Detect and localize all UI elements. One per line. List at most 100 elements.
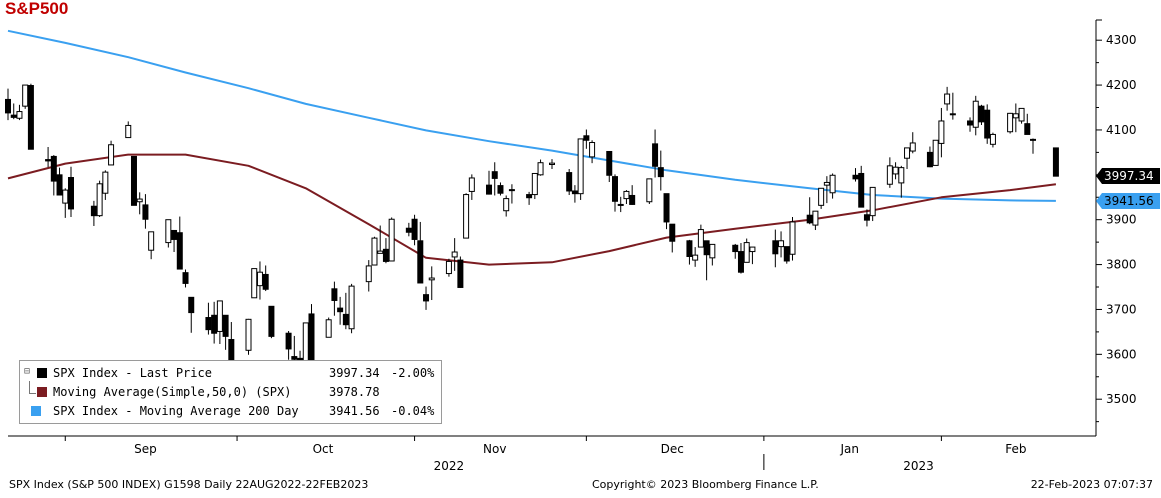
candle-body <box>932 139 939 166</box>
candle-body <box>130 155 137 206</box>
y-tick-label: 4300 <box>1106 33 1137 47</box>
candle-body <box>1018 107 1025 122</box>
candle-body <box>171 229 178 240</box>
candle <box>669 223 676 253</box>
footer-left: SPX Index (S&P 500 INDEX) G1598 Daily 22… <box>9 478 369 491</box>
legend: ⊟ SPX Index - Last Price 3997.34 -2.00% … <box>19 360 442 424</box>
candle <box>526 191 533 205</box>
candle-body <box>772 240 779 255</box>
candle <box>892 162 899 180</box>
candle-body <box>382 248 389 262</box>
candle-body <box>417 240 424 284</box>
candle <box>589 140 596 164</box>
candle <box>984 104 991 144</box>
candle <box>371 236 378 266</box>
candle-body <box>669 223 676 242</box>
candle-body <box>1052 147 1059 177</box>
candle <box>778 231 785 258</box>
y-tick-label: 3600 <box>1106 347 1137 361</box>
candle-body <box>697 229 704 248</box>
candle <box>806 197 813 225</box>
candle <box>337 296 344 325</box>
candle-body <box>972 100 979 128</box>
candle <box>1018 107 1025 124</box>
candle <box>898 165 905 198</box>
candle <box>142 194 149 229</box>
y-tick-label: 4100 <box>1106 123 1137 137</box>
candle-body <box>1030 138 1037 141</box>
candle-body <box>205 317 212 331</box>
candle <box>216 300 223 345</box>
candle-body <box>5 98 11 114</box>
candle-body <box>365 265 372 283</box>
candle <box>165 219 172 248</box>
candle-body <box>949 113 956 116</box>
candle-body <box>251 268 258 299</box>
candle <box>1030 138 1037 154</box>
candle <box>692 247 699 267</box>
candle <box>663 193 670 230</box>
candle <box>1007 112 1014 134</box>
candle <box>102 170 109 200</box>
candle-body <box>657 167 664 178</box>
candle <box>67 166 74 218</box>
candle-body <box>829 174 836 194</box>
candle <box>863 209 870 227</box>
chart-title: S&P500 <box>5 0 69 18</box>
candle <box>858 165 865 208</box>
candle <box>1052 147 1059 177</box>
candle-body <box>863 214 870 221</box>
candle-body <box>142 204 149 220</box>
candle-body <box>743 242 750 263</box>
footer-center: Copyright© 2023 Bloomberg Finance L.P. <box>592 478 819 491</box>
candle <box>697 224 704 248</box>
candle-body <box>457 259 464 288</box>
candle-body <box>646 178 653 203</box>
candle-body <box>904 147 911 159</box>
candle <box>491 162 498 196</box>
candle-body <box>45 159 52 162</box>
candle <box>749 246 756 265</box>
candle-body <box>16 111 23 119</box>
candle <box>611 174 618 212</box>
candle-body <box>268 305 275 337</box>
candle <box>571 185 578 203</box>
candle <box>1012 103 1019 133</box>
candle <box>211 301 218 344</box>
legend-change-last-price: -2.00% <box>391 366 435 380</box>
candle-body <box>102 171 109 194</box>
candle <box>909 132 916 154</box>
x-month-label: Nov <box>483 442 506 456</box>
candle-body <box>858 172 865 208</box>
candle-body <box>188 296 195 314</box>
candle <box>944 86 951 111</box>
candle <box>869 186 876 222</box>
candle <box>96 180 103 218</box>
legend-value-last-price: 3997.34 <box>329 366 380 380</box>
candle <box>348 283 355 334</box>
candle-body <box>806 214 813 224</box>
candle-body <box>411 218 418 240</box>
candle <box>388 217 395 262</box>
candle <box>709 243 716 266</box>
candle <box>583 129 590 149</box>
candle <box>938 107 945 158</box>
candle <box>245 318 252 355</box>
candle <box>978 104 985 126</box>
ma200-line <box>7 29 1056 202</box>
candle-body <box>692 254 699 261</box>
legend-swatch-ma200 <box>31 406 41 416</box>
candle <box>1024 113 1031 135</box>
candle <box>549 159 555 169</box>
y-tick-label: 4200 <box>1106 78 1137 92</box>
candle-body <box>468 177 475 192</box>
candle-body <box>984 109 991 139</box>
candle <box>949 92 956 120</box>
candle-body <box>228 339 235 362</box>
candle-body <box>709 243 716 259</box>
candle <box>262 265 269 292</box>
candle-body <box>926 151 933 168</box>
candle-body <box>611 176 618 202</box>
collapse-icon[interactable]: ⊟ <box>24 366 31 377</box>
x-month-label: Dec <box>661 442 684 456</box>
